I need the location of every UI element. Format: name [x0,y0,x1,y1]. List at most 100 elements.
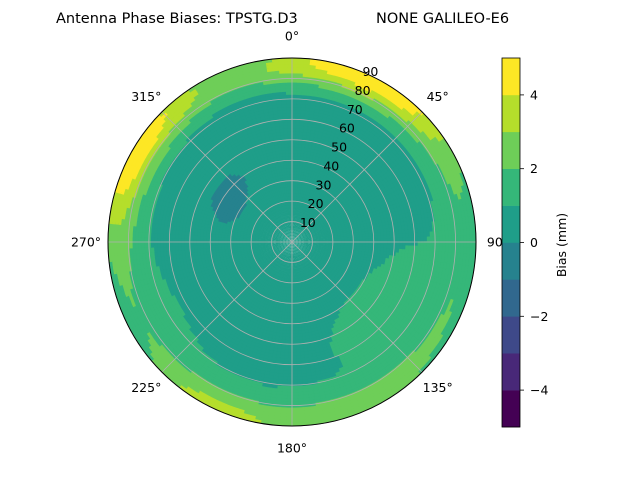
contour-cell [294,243,298,247]
contour-cell [298,240,302,242]
contour-cell [273,234,278,237]
contour-cell [282,243,287,245]
contour-cell [293,254,295,258]
contour-cell [282,242,286,244]
contour-cell [286,243,290,247]
contour-cell [299,229,303,233]
contour-cell [303,235,308,238]
contour-cell [296,253,299,257]
contour-cell [285,223,288,228]
contour-cell [286,256,289,261]
contour-cell [288,244,291,248]
contour-cell [287,229,290,234]
contour-cell [285,242,290,244]
contour-cell [288,244,291,249]
contour-cell [295,230,298,234]
contour-cell [288,247,290,252]
contour-cell [297,248,301,252]
contour-cell [290,235,292,239]
contour-cell [299,246,304,249]
contour-cell [297,237,301,240]
contour-cell [298,252,302,256]
contour-cell [285,223,288,228]
contour-cell [285,242,289,243]
contour-cell [301,249,306,252]
contour-cell [276,246,281,249]
contour-cell [288,232,290,237]
contour-cell [289,235,291,240]
contour-cell [305,233,310,236]
contour-cell [300,239,305,241]
contour-cell [285,227,288,231]
contour-cell [278,248,282,251]
contour-cell [303,245,308,248]
contour-cell [285,250,289,254]
contour-cell [295,241,299,242]
contour-cell [282,247,286,251]
contour-cell [282,255,285,259]
contour-cell [279,237,284,240]
contour-cell [292,248,294,252]
contour-cell [297,255,300,260]
contour-cell [286,243,290,246]
contour-cell [287,229,290,234]
contour-cell [299,254,303,259]
contour-cell [299,251,302,256]
contour-cell [306,234,311,237]
contour-cell [306,237,311,240]
contour-cell [277,234,282,237]
contour-cell [297,224,300,229]
contour-cell [273,236,278,239]
contour-cell [282,237,287,240]
contour-cell [294,243,299,246]
contour-cell [282,237,287,240]
contour-cell [292,245,293,249]
contour-cell [300,236,305,239]
contour-cell [282,242,286,244]
contour-cell [294,232,297,237]
contour-cell [288,244,291,249]
contour-cell [273,245,278,247]
contour-cell [294,250,297,255]
contour-cell [297,227,301,232]
contour-cell [297,256,300,261]
contour-cell [287,223,290,228]
contour-cell [284,223,287,228]
contour-cell [290,235,292,240]
contour-cell [286,246,289,251]
contour-cell [295,233,298,237]
contour-cell [293,236,297,240]
contour-cell [286,233,289,237]
contour-cell [303,244,308,247]
contour-cell [285,256,288,261]
contour-cell [286,250,289,254]
contour-cell [292,244,295,249]
contour-cell [305,247,310,250]
contour-cell [281,247,285,250]
contour-cell [277,247,282,251]
contour-cell [280,245,284,248]
chart-title-right: NONE GALILEO-E6 [376,11,509,27]
contour-cell [299,225,303,230]
contour-cell [294,237,298,241]
contour-cell [295,226,298,231]
contour-cell [287,244,291,248]
contour-cell [290,232,292,236]
contour-cell [294,239,299,242]
contour-cell [279,244,284,246]
contour-cell [285,242,290,245]
contour-cell [283,249,287,253]
contour-cell [300,244,305,247]
contour-cell [294,238,299,241]
contour-cell [286,253,289,258]
contour-cell [298,255,301,260]
contour-cell [295,240,299,242]
contour-cell [289,235,292,240]
contour-cell [297,227,300,232]
contour-cell [294,253,296,258]
contour-cell [299,251,303,255]
contour-cell [284,227,287,232]
contour-cell [294,247,296,252]
contour-cell [280,245,284,249]
